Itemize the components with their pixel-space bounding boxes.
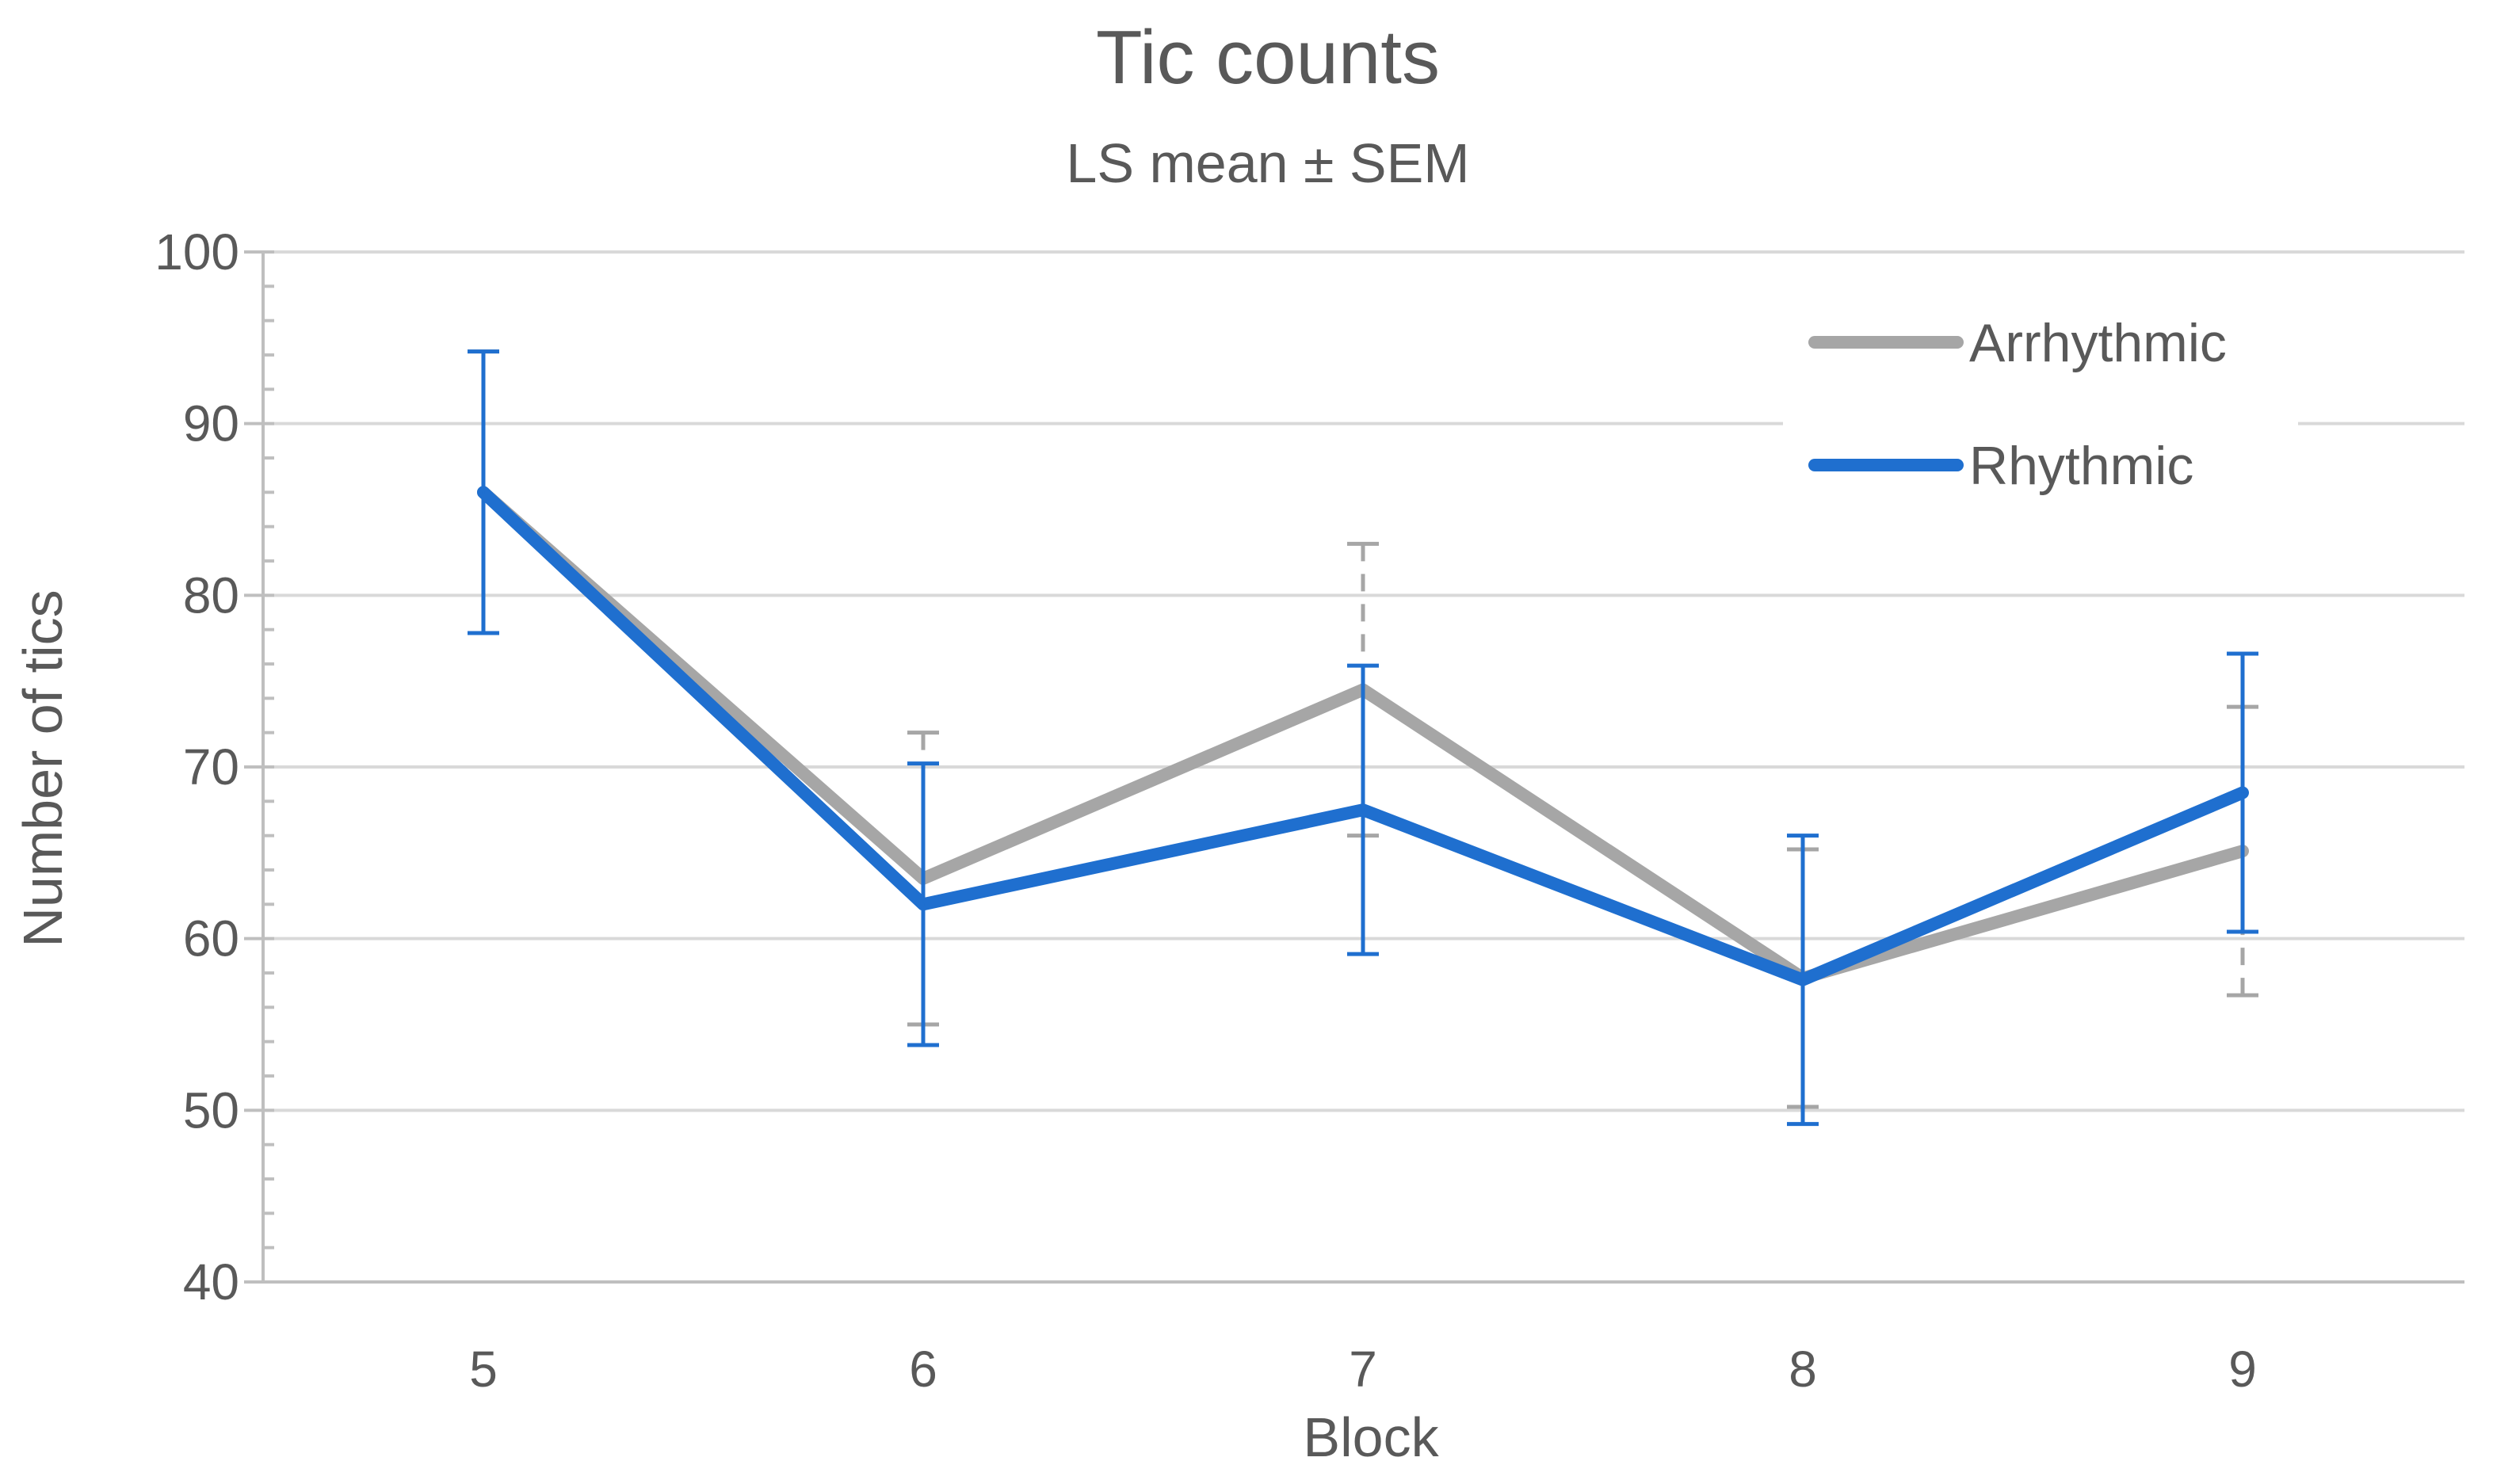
- legend-label-rhythmic: Rhythmic: [1969, 436, 2193, 496]
- y-tick-label: 100: [155, 223, 239, 280]
- data-point: [1801, 978, 1804, 982]
- y-tick-label: 40: [183, 1253, 239, 1310]
- y-tick-label: 60: [183, 910, 239, 967]
- data-point: [2241, 791, 2244, 795]
- x-tick-label: 8: [1789, 1341, 1817, 1398]
- chart-title: Tic counts: [1096, 15, 1440, 100]
- x-tick-label: 9: [2228, 1341, 2257, 1398]
- x-axis: 5 6 7 8 9: [263, 1280, 2464, 1398]
- data-point: [922, 902, 925, 906]
- legend: Arrhythmic Rhythmic: [1783, 281, 2298, 496]
- chart-subtitle: LS mean ± SEM: [1066, 132, 1469, 194]
- data-point: [482, 490, 485, 494]
- y-tick-label: 50: [183, 1082, 239, 1139]
- series-rhythmic: [468, 349, 2258, 1127]
- x-tick-label: 7: [1349, 1341, 1377, 1398]
- y-tick-label: 70: [183, 738, 239, 795]
- y-axis-label: Number of tics: [12, 589, 74, 947]
- data-point: [1361, 808, 1365, 812]
- legend-label-arrhythmic: Arrhythmic: [1969, 313, 2227, 373]
- y-axis: 40 50 60 70 80 90 100: [155, 223, 274, 1310]
- x-axis-label: Block: [1303, 1406, 1439, 1468]
- y-tick-label: 80: [183, 567, 239, 624]
- y-tick-label: 90: [183, 395, 239, 452]
- x-tick-label: 5: [469, 1341, 498, 1398]
- series-layer: [468, 349, 2258, 1127]
- x-tick-label: 6: [909, 1341, 937, 1398]
